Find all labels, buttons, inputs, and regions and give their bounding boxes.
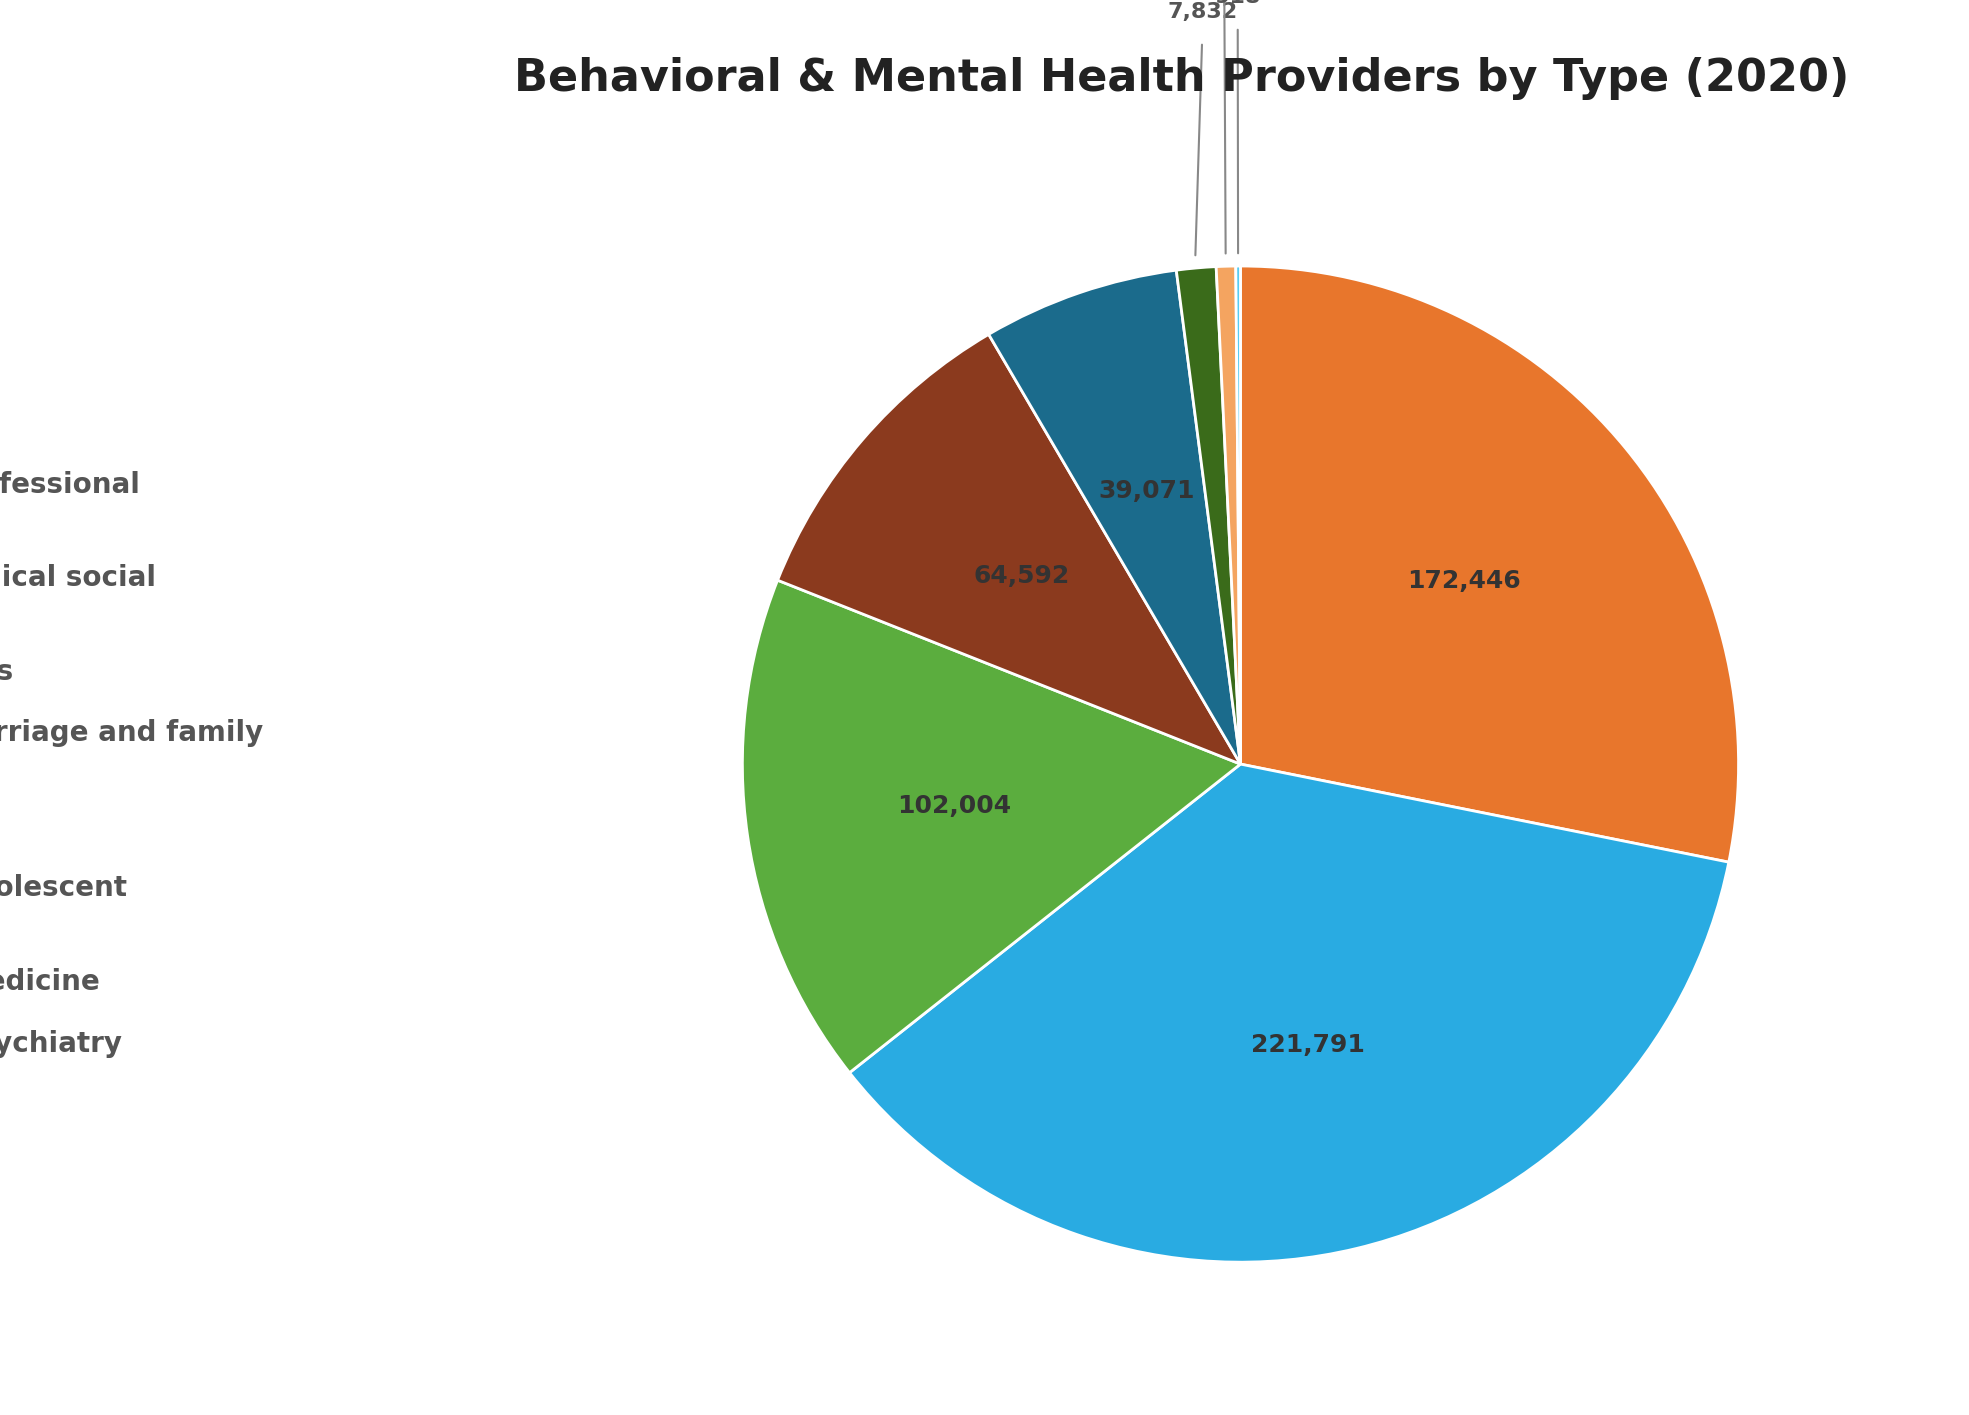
Wedge shape	[988, 270, 1240, 764]
Text: 7,832: 7,832	[1168, 1, 1237, 23]
Text: 221,791: 221,791	[1250, 1033, 1365, 1057]
Text: Behavioral & Mental Health Providers by Type (2020): Behavioral & Mental Health Providers by …	[514, 57, 1849, 99]
Wedge shape	[1240, 266, 1739, 862]
Text: 918: 918	[1215, 0, 1260, 7]
Wedge shape	[1175, 266, 1240, 764]
Wedge shape	[849, 764, 1729, 1262]
Text: 172,446: 172,446	[1408, 569, 1520, 593]
Text: 64,592: 64,592	[973, 565, 1069, 587]
Text: 39,071: 39,071	[1099, 478, 1195, 502]
Wedge shape	[778, 334, 1240, 764]
Wedge shape	[1217, 266, 1240, 764]
Wedge shape	[1237, 266, 1240, 764]
Wedge shape	[742, 580, 1240, 1073]
Text: 102,004: 102,004	[898, 794, 1012, 818]
Legend: Licensed professional
counselors, Licensed clinical social
workers, Psychologist: Licensed professional counselors, Licens…	[0, 457, 278, 1071]
